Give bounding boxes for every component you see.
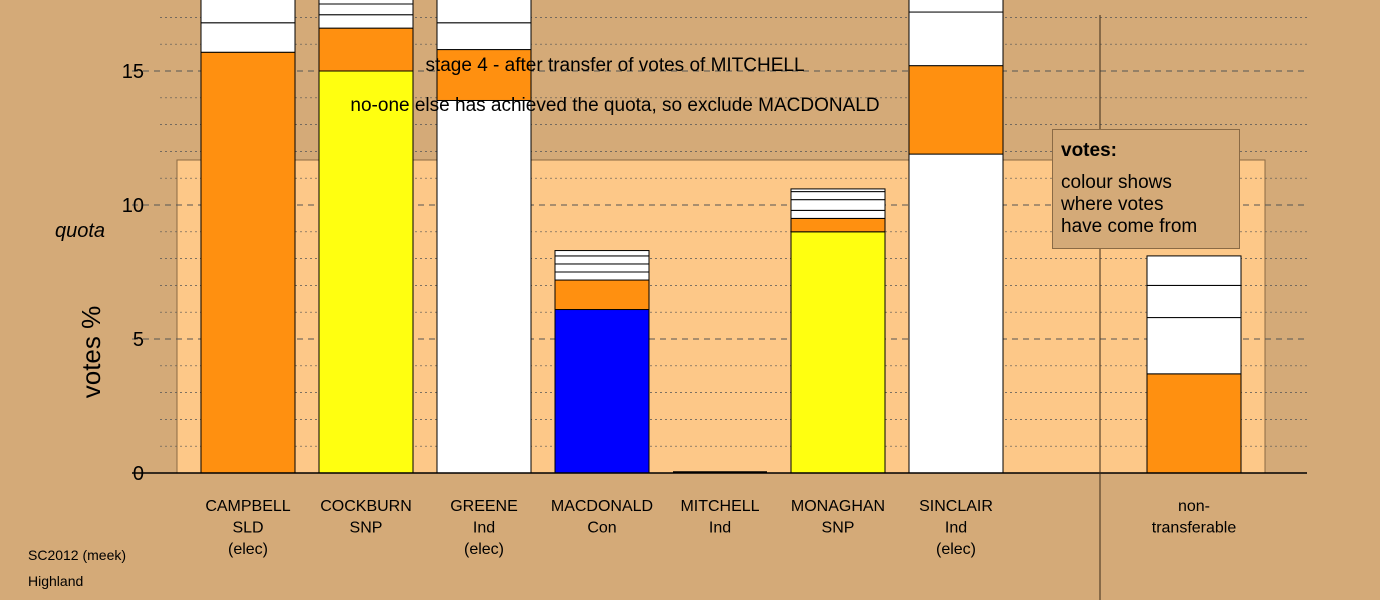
bar-segment: [436, 22, 532, 51]
y-tick-label: 5: [133, 329, 144, 351]
bar-segment: [436, 99, 532, 474]
bar-segment: [790, 209, 886, 219]
bar-segment: [790, 231, 886, 474]
bar-segment: [790, 191, 886, 201]
category-label: SLD: [232, 520, 263, 537]
bar-segment: [554, 263, 650, 273]
bar-segment: [790, 199, 886, 211]
legend-heading: votes:: [1061, 140, 1117, 161]
bar-segment: [554, 271, 650, 281]
footer-region: Highland: [28, 573, 84, 589]
bar-segment: [554, 309, 650, 474]
y-tick-label: 10: [122, 195, 144, 217]
bar-segment: [200, 51, 296, 474]
bars: [200, 0, 1242, 474]
y-tick-label: 0: [133, 463, 144, 485]
category-label: (elec): [228, 541, 268, 558]
quota-label: quota: [55, 220, 105, 242]
bar-segment: [554, 279, 650, 311]
bar-segment: [318, 70, 414, 474]
bar-segment: [554, 255, 650, 265]
bar-segment: [1146, 373, 1242, 474]
legend-line: where votes: [1061, 194, 1164, 215]
legend-line: colour shows: [1061, 172, 1172, 193]
category-label: SNP: [822, 520, 855, 537]
bar-segment: [200, 0, 296, 24]
y-tick-label: 15: [122, 61, 144, 83]
bar-segment: [1146, 284, 1242, 319]
chart-subtitle: no-one else has achieved the quota, so e…: [350, 95, 880, 116]
category-label: SINCLAIR: [919, 498, 993, 515]
category-label: MITCHELL: [680, 498, 759, 515]
category-label: MONAGHAN: [791, 498, 885, 515]
bar-segment: [908, 153, 1004, 474]
footer-source: SC2012 (meek): [28, 547, 127, 563]
axes: 05101520: [122, 15, 1307, 600]
bar-segment: [790, 217, 886, 233]
y-axis-label: votes %: [76, 306, 106, 399]
category-label: (elec): [464, 541, 504, 558]
chart-title: stage 4 - after transfer of votes of MIT…: [425, 55, 805, 76]
category-label: Ind: [709, 520, 731, 537]
bar-segment: [790, 188, 886, 193]
bar-segment: [1146, 317, 1242, 375]
legend-box: votes: colour shows where votes have com…: [1052, 129, 1240, 249]
category-label: Ind: [473, 520, 495, 537]
bar-segment: [318, 3, 414, 16]
category-labels: CAMPBELL SLD (elec) COCKBURN SNP GREENE Ind (el…: [205, 498, 1236, 558]
bar-segment: [554, 250, 650, 257]
legend-line: have come from: [1061, 216, 1198, 237]
category-label: Ind: [945, 520, 967, 537]
bar-segment: [436, 49, 532, 101]
bar-segment: [318, 27, 414, 72]
category-label: Con: [587, 520, 616, 537]
bar-segment: [1146, 255, 1242, 286]
category-label: transferable: [1152, 520, 1237, 537]
category-label: MACDONALD: [551, 498, 653, 515]
category-label: SNP: [350, 520, 383, 537]
bar-segment: [318, 0, 414, 5]
category-label: CAMPBELL: [205, 498, 290, 515]
bar-segment: [200, 22, 296, 53]
bar-segment: [318, 14, 414, 29]
bar-segment: [436, 0, 532, 24]
category-label: GREENE: [450, 498, 518, 515]
category-label: (elec): [936, 541, 976, 558]
bar-segment: [908, 11, 1004, 67]
category-label: COCKBURN: [320, 498, 412, 515]
bar-segment: [908, 65, 1004, 155]
bar-segment: [908, 0, 1004, 13]
category-label: non-: [1178, 498, 1210, 515]
